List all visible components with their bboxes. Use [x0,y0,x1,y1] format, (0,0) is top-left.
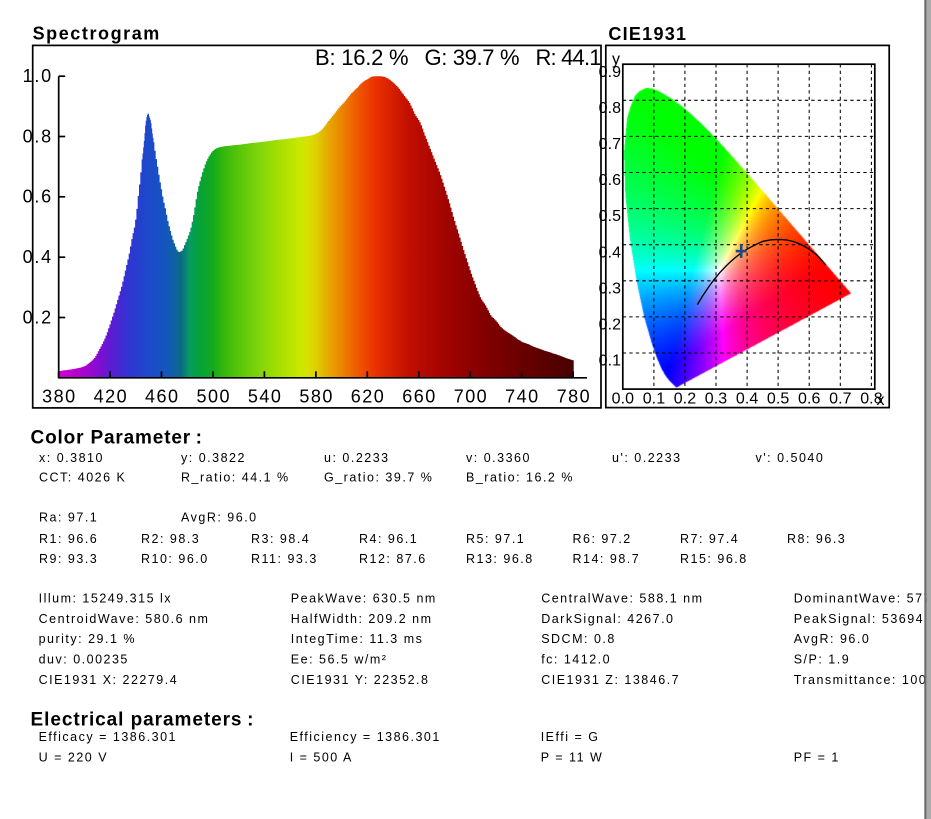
svg-text:CentralWave: 588.1 nm: CentralWave: 588.1 nm [541,591,703,605]
svg-text:Spectrogram: Spectrogram [33,24,160,44]
svg-text:0.3: 0.3 [705,391,727,408]
svg-text:Illum: 15249.315 lx: Illum: 15249.315 lx [39,591,172,605]
svg-text:AvgR: 96.0: AvgR: 96.0 [794,632,871,646]
svg-text:460: 460 [145,386,178,406]
svg-text:CIE1931 Y: 22352.8: CIE1931 Y: 22352.8 [291,673,430,687]
svg-text:R2: 98.3: R2: 98.3 [141,532,200,546]
svg-text:660: 660 [402,386,435,406]
svg-text:PF = 1: PF = 1 [794,750,840,764]
svg-text:B_ratio: 16.2 %: B_ratio: 16.2 % [466,471,574,485]
svg-text:G_ratio: 39.7 %: G_ratio: 39.7 % [324,471,433,485]
svg-text:500: 500 [197,386,230,406]
svg-text:700: 700 [454,386,487,406]
svg-text:I = 500 A: I = 500 A [290,750,353,764]
svg-text:0.6: 0.6 [798,391,820,408]
svg-text:Ra: 97.1: Ra: 97.1 [39,510,98,524]
svg-text:620: 620 [351,386,384,406]
svg-text:0.8: 0.8 [860,391,882,408]
svg-text:R4: 96.1: R4: 96.1 [359,532,418,546]
svg-text:v: 0.3360: v: 0.3360 [466,451,531,465]
svg-text:R6: 97.2: R6: 97.2 [573,532,632,546]
svg-text:R12: 87.6: R12: 87.6 [359,552,427,566]
svg-text:u: 0.2233: u: 0.2233 [324,451,390,465]
svg-text:Transmittance: 100.0 %: Transmittance: 100.0 % [794,673,931,687]
svg-text:DominantWave: 577.8 nm: DominantWave: 577.8 nm [794,591,931,605]
svg-text:IEffi = G: IEffi = G [541,730,600,744]
svg-text:0.5: 0.5 [767,391,789,408]
svg-text:0.3: 0.3 [599,280,621,297]
svg-text:0.2: 0.2 [23,307,51,327]
svg-text:R9: 93.3: R9: 93.3 [39,552,98,566]
svg-text:R10: 96.0: R10: 96.0 [141,552,209,566]
svg-text:CentroidWave: 580.6 nm: CentroidWave: 580.6 nm [39,612,210,626]
svg-text:0.4: 0.4 [23,247,51,267]
svg-text:R3: 98.4: R3: 98.4 [251,532,310,546]
svg-text:R_ratio: 44.1 %: R_ratio: 44.1 % [181,471,290,485]
svg-text:R13: 96.8: R13: 96.8 [466,552,534,566]
svg-text:580: 580 [299,386,332,406]
svg-text:0.1: 0.1 [643,391,665,408]
svg-text:0.8: 0.8 [599,100,621,117]
svg-text:0.8: 0.8 [23,126,51,146]
svg-text:Ee: 56.5 w/m²: Ee: 56.5 w/m² [291,653,388,667]
svg-text:CIE1931 X: 22279.4: CIE1931 X: 22279.4 [39,673,179,687]
svg-text:Efficacy = 1386.301: Efficacy = 1386.301 [39,730,177,744]
svg-text:0.0: 0.0 [612,391,634,408]
svg-text:AvgR: 96.0: AvgR: 96.0 [181,510,258,524]
svg-text:R8: 96.3: R8: 96.3 [787,532,846,546]
svg-text:B: 16.2 %: B: 16.2 % [315,45,409,70]
svg-text:420: 420 [94,386,127,406]
svg-text:0.6: 0.6 [23,187,51,207]
svg-text:G: 39.7 %: G: 39.7 % [425,45,520,70]
svg-text:fc: 1412.0: fc: 1412.0 [541,653,611,667]
svg-text:CIE1931 Z: 13846.7: CIE1931 Z: 13846.7 [541,673,680,687]
svg-text:0.2: 0.2 [599,317,621,334]
svg-text:R11: 93.3: R11: 93.3 [251,552,318,566]
svg-text:0.9: 0.9 [599,64,621,81]
svg-text:780: 780 [557,386,590,406]
svg-text:740: 740 [505,386,538,406]
svg-text:R7: 97.4: R7: 97.4 [680,532,739,546]
svg-text:0.1: 0.1 [599,353,621,370]
svg-text:0.5: 0.5 [599,208,621,225]
svg-text:duv: 0.00235: duv: 0.00235 [39,653,129,667]
svg-text:R15: 96.8: R15: 96.8 [680,552,748,566]
svg-text:Color Parameter :: Color Parameter : [31,428,203,449]
svg-text:SDCM: 0.8: SDCM: 0.8 [541,632,616,646]
svg-text:u': 0.2233: u': 0.2233 [612,451,682,465]
svg-text:y: 0.3822: y: 0.3822 [181,451,246,465]
svg-text:v': 0.5040: v': 0.5040 [756,451,825,465]
svg-text:CCT: 4026 K: CCT: 4026 K [39,471,126,485]
svg-text:DarkSignal: 4267.0: DarkSignal: 4267.0 [541,612,674,626]
svg-text:Electrical parameters :: Electrical parameters : [31,710,254,731]
svg-text:540: 540 [248,386,281,406]
svg-text:R1: 96.6: R1: 96.6 [39,532,98,546]
svg-text:Efficiency = 1386.301: Efficiency = 1386.301 [290,730,441,744]
svg-text:x: x [877,392,885,409]
svg-text:R5: 97.1: R5: 97.1 [466,532,525,546]
svg-text:HalfWidth: 209.2 nm: HalfWidth: 209.2 nm [291,612,433,626]
svg-text:PeakSignal: 53694.0: PeakSignal: 53694.0 [794,612,931,626]
svg-text:IntegTime: 11.3 ms: IntegTime: 11.3 ms [291,632,424,646]
svg-text:purity: 29.1 %: purity: 29.1 % [39,632,136,646]
svg-text:U = 220 V: U = 220 V [39,750,108,764]
svg-text:0.6: 0.6 [599,172,621,189]
svg-text:R14: 98.7: R14: 98.7 [573,552,641,566]
svg-text:0.7: 0.7 [599,136,621,153]
svg-text:y: y [612,51,620,68]
svg-text:PeakWave: 630.5 nm: PeakWave: 630.5 nm [291,591,437,605]
svg-text:380: 380 [42,386,75,406]
svg-text:0.4: 0.4 [736,391,758,408]
svg-text:R: 44.1: R: 44.1 [536,45,602,70]
svg-text:CIE1931: CIE1931 [608,24,686,44]
svg-text:P = 11 W: P = 11 W [541,750,604,764]
svg-text:0.2: 0.2 [674,391,696,408]
svg-text:1.0: 1.0 [23,66,51,86]
svg-text:x: 0.3810: x: 0.3810 [39,451,104,465]
svg-text:S/P: 1.9: S/P: 1.9 [794,653,850,667]
svg-text:0.4: 0.4 [599,244,621,261]
svg-text:0.7: 0.7 [829,391,851,408]
